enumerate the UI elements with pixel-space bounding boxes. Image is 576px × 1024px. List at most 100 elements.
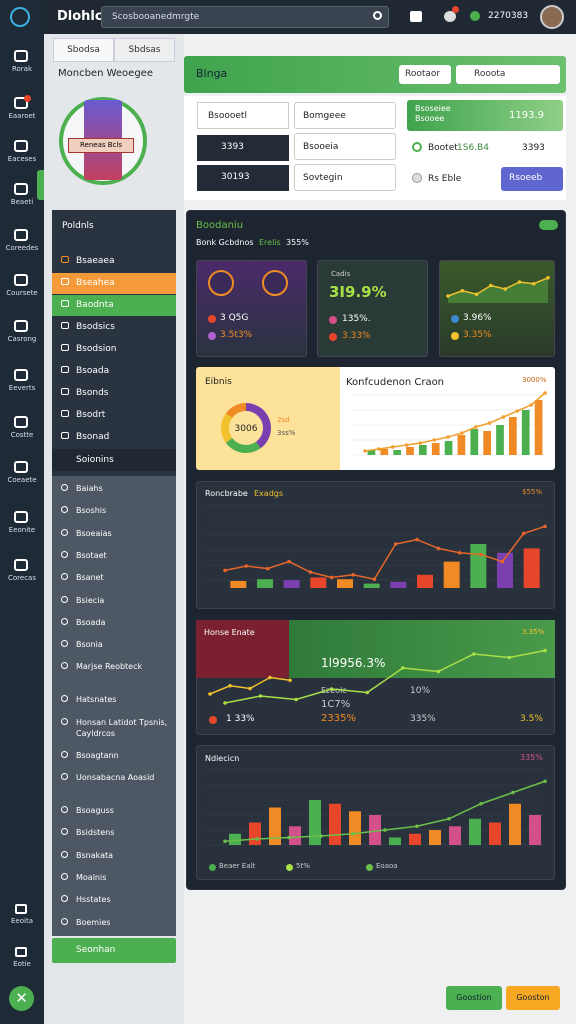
section-item[interactable]: Bsonia	[76, 640, 103, 650]
legend-text: Eoaoa	[376, 862, 398, 870]
header-title: Blnga	[196, 67, 228, 80]
section-item[interactable]: Uonsabacna Aoasid	[76, 773, 155, 782]
nav-icon	[61, 550, 68, 558]
header-button[interactable]: Rootaor	[399, 65, 451, 84]
section-item[interactable]: Hatsnates	[76, 695, 117, 705]
donut-value: 3006	[234, 424, 258, 434]
stat-text: 3.35%	[463, 330, 492, 340]
sidebar-label[interactable]: Rorak	[11, 65, 33, 73]
footer-button[interactable]: Gooston	[506, 986, 560, 1010]
brand: Dlohlc	[57, 9, 103, 24]
panel-button[interactable]: Seonhan	[52, 938, 176, 963]
checkbox[interactable]	[412, 173, 422, 183]
section-item[interactable]: Bsnakata	[76, 850, 114, 860]
section-item[interactable]: Bsoagtann	[76, 750, 119, 760]
nav-icon	[61, 484, 68, 491]
stat-dot	[208, 315, 216, 323]
sidebar-label[interactable]: Eeonite	[8, 526, 36, 534]
kpi-card	[439, 260, 555, 357]
sidebar-label[interactable]: Coreedes	[5, 244, 39, 252]
section-item[interactable]: Bsoshis	[76, 506, 107, 516]
sidebar-label[interactable]: Eeverts	[8, 384, 36, 392]
close-button[interactable]: ✕	[9, 986, 34, 1011]
nav-item[interactable]: Bsonds	[76, 388, 109, 398]
sidebar-label[interactable]: Coeaete	[7, 476, 37, 484]
dash-value: 355%	[286, 238, 309, 247]
nav-icon	[61, 773, 68, 780]
radio[interactable]	[412, 142, 422, 152]
chart-title: Roncbrabe	[205, 489, 248, 498]
select[interactable]: Bsooeia	[294, 133, 396, 160]
footer-button[interactable]: Goostion	[446, 986, 502, 1010]
nav-item[interactable]: Bsaeaea	[76, 256, 115, 266]
search-box[interactable]: Scosbooanedmrgte	[101, 6, 389, 28]
section-item[interactable]: Hsstates	[76, 895, 111, 905]
toggle[interactable]	[539, 220, 558, 230]
section-item[interactable]: Bsoaguss	[76, 806, 114, 815]
nav-header[interactable]: Poldnls	[62, 221, 94, 231]
dark-row[interactable]: 30193	[197, 165, 289, 191]
sidebar-label[interactable]: Eeoita	[11, 917, 33, 925]
nav-icon	[61, 917, 68, 925]
section-header[interactable]: Soionins	[52, 449, 176, 471]
purple-button[interactable]: Rsoeeb	[501, 167, 563, 191]
sidebar-icon	[14, 461, 28, 473]
sidebar-label[interactable]: Corecas	[8, 574, 36, 582]
tab[interactable]: Sbdsas	[114, 38, 175, 62]
section-item[interactable]: Bsotaet	[76, 550, 107, 560]
nav-item[interactable]: Bsonad	[76, 432, 110, 442]
nav-icon	[61, 344, 69, 351]
section-item[interactable]: Bsoeaias	[76, 528, 112, 538]
header-search[interactable]: Rooota	[456, 65, 560, 84]
tab[interactable]: Sbodsa	[53, 38, 114, 62]
kpi-label: Cadis	[331, 270, 351, 278]
nav-icon	[61, 506, 68, 514]
highlight-value: 1193.9	[509, 110, 544, 121]
kpi-value: 3I9.9%	[329, 283, 387, 301]
sidebar-label[interactable]: Eaaroet	[8, 112, 36, 120]
section-item[interactable]: Bsanet	[76, 573, 104, 583]
section-item[interactable]: Baiahs	[76, 484, 103, 493]
sidebar-label[interactable]: Costte	[10, 431, 34, 439]
stat-text: 3.33%	[342, 331, 371, 341]
nav-icon	[61, 750, 68, 758]
section-item[interactable]: Moalnis	[76, 872, 107, 882]
input[interactable]: Bsoooetl	[197, 102, 289, 129]
chart-b	[196, 481, 555, 609]
select[interactable]: Sovtegin	[294, 164, 396, 191]
sidebar-icon	[15, 947, 27, 957]
sidebar-label[interactable]: Beaeti	[10, 198, 34, 206]
kpi-icon	[262, 270, 288, 296]
section-item[interactable]: Marjse Reobteck	[76, 662, 143, 672]
nav-item[interactable]: Baodnta	[52, 295, 176, 316]
sidebar-label[interactable]: Coursete	[6, 289, 38, 297]
section-item[interactable]: Bsidstens	[76, 828, 115, 838]
nav-icon	[61, 717, 68, 725]
sidebar-label[interactable]: Casrong	[7, 335, 37, 343]
nav-item[interactable]: Bseahea	[52, 273, 176, 294]
section-item[interactable]: Honsan Latidot Tpsnis, Cayldrcos	[76, 717, 168, 738]
select[interactable]: Bomgeee	[294, 102, 396, 129]
sidebar-label[interactable]: Eaceses	[7, 155, 37, 163]
dash-subtitle: Bonk Gcbdnos	[196, 238, 254, 247]
nav-item[interactable]: Bsodsion	[76, 344, 117, 354]
nav-icon	[61, 640, 68, 648]
nav-item[interactable]: Bsodsics	[76, 322, 115, 332]
radio-value: 1S6.B4	[457, 143, 489, 153]
sidebar-label[interactable]: Eotie	[13, 960, 31, 968]
nav-item[interactable]: Bsodrt	[76, 410, 106, 420]
stat-text: 1 33%	[226, 714, 255, 724]
legend-dot	[209, 864, 216, 871]
section-item[interactable]: Bsoada	[76, 617, 106, 627]
sidebar-icon	[14, 183, 28, 195]
highlight-box	[407, 100, 563, 131]
image-label: Reneas Bcls	[68, 138, 134, 153]
notif-dot	[452, 6, 459, 13]
dark-row[interactable]: 3393	[197, 135, 289, 161]
stat-text: 2335%	[321, 713, 356, 724]
section-item[interactable]: Boemies	[76, 917, 111, 927]
section-item[interactable]: Bsiecia	[76, 595, 105, 605]
nav-icon	[61, 256, 69, 263]
legend-dot	[366, 864, 373, 871]
nav-item[interactable]: Bsoada	[76, 366, 110, 376]
